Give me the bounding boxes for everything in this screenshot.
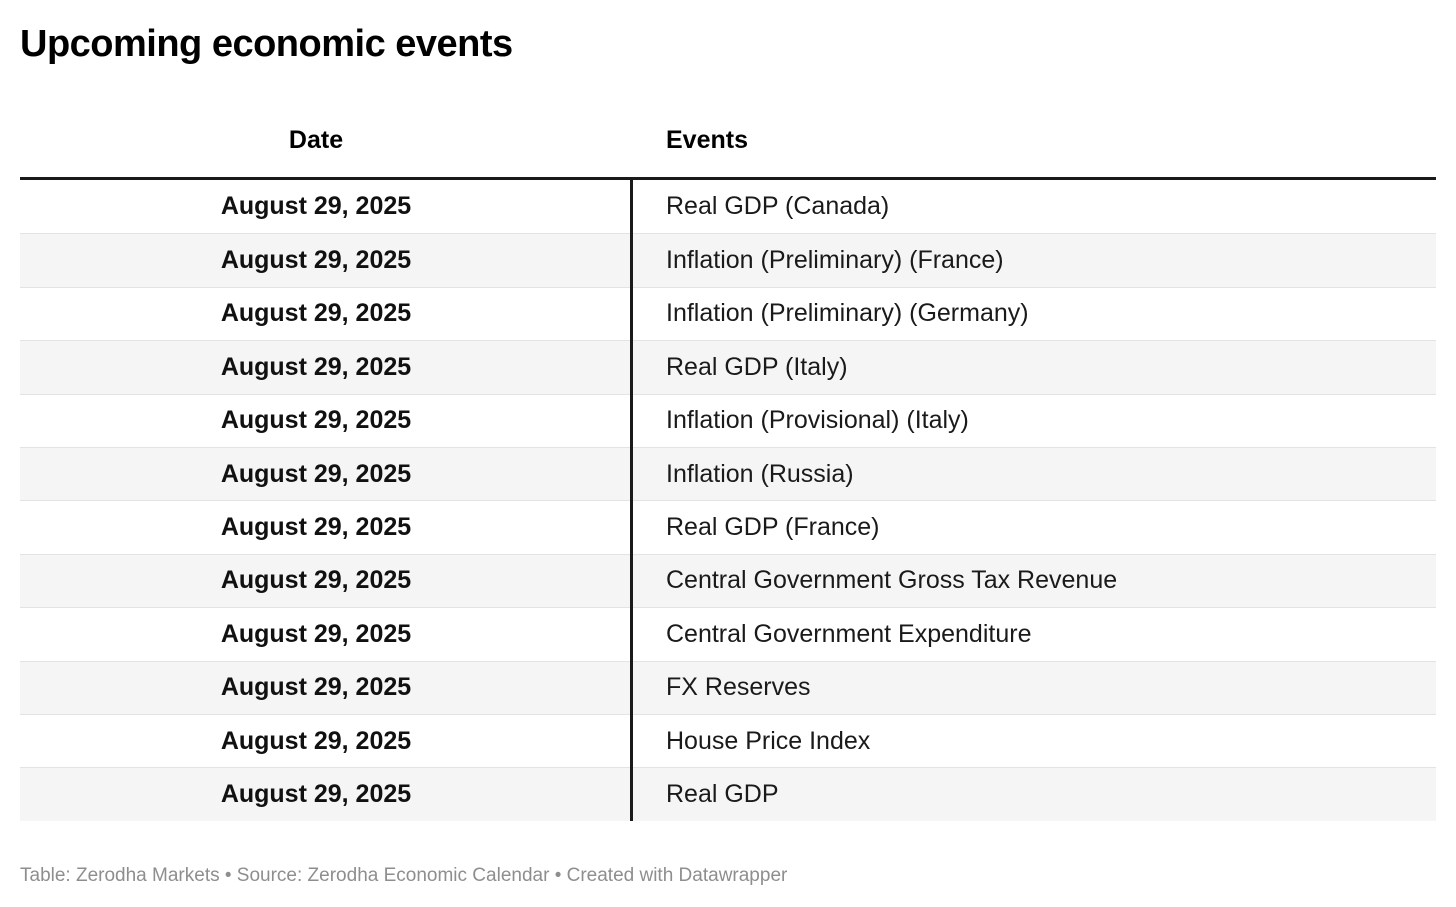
event-cell: Real GDP (France) [666,513,880,542]
table-row: August 29, 2025 Central Government Expen… [20,607,1436,661]
attribution-footer: Table: Zerodha Markets • Source: Zerodha… [20,864,788,886]
table-row: August 29, 2025 Real GDP (Italy) [20,340,1436,394]
date-cell: August 29, 2025 [220,406,412,435]
date-cell: August 29, 2025 [220,566,412,595]
table-row: August 29, 2025 House Price Index [20,713,1436,768]
event-cell: Inflation (Preliminary) (France) [666,246,1004,275]
date-cell: August 29, 2025 [220,352,412,381]
date-cell: August 29, 2025 [220,192,412,221]
date-cell: August 29, 2025 [220,459,412,488]
date-cell: August 29, 2025 [220,299,412,328]
event-cell: Real GDP (Italy) [666,352,848,381]
column-header-date: Date [288,126,344,154]
table-header-row: Date Events [20,66,1436,177]
date-cell: August 29, 2025 [220,673,412,702]
date-cell: August 29, 2025 [220,619,412,648]
table-row: August 29, 2025 Inflation (Preliminary) … [20,286,1436,341]
column-header-events: Events [666,126,748,154]
table-row: August 29, 2025 Real GDP (Canada) [20,180,1436,234]
event-cell: Inflation (Preliminary) (Germany) [666,299,1029,328]
event-cell: House Price Index [666,726,871,755]
event-cell: Inflation (Provisional) (Italy) [666,406,969,435]
table-row: August 29, 2025 Central Government Gross… [20,553,1436,608]
table-row: August 29, 2025 FX Reserves [20,660,1436,714]
event-cell: Central Government Gross Tax Revenue [666,566,1118,595]
date-cell: August 29, 2025 [220,513,412,542]
table-row: August 29, 2025 Real GDP [20,767,1436,821]
event-cell: Central Government Expenditure [666,619,1032,648]
date-cell: August 29, 2025 [220,246,412,275]
event-cell: FX Reserves [666,673,811,702]
date-cell: August 29, 2025 [220,726,412,755]
page-title: Upcoming economic events [20,23,513,65]
event-cell: Inflation (Russia) [666,459,854,488]
table-body: August 29, 2025 Real GDP (Canada) August… [20,177,1436,821]
table-row: August 29, 2025 Inflation (Provisional) … [20,393,1436,447]
column-divider [630,180,633,821]
table-row: August 29, 2025 Inflation (Preliminary) … [20,233,1436,287]
table-row: August 29, 2025 Inflation (Russia) [20,446,1436,501]
event-cell: Real GDP [666,779,779,808]
date-cell: August 29, 2025 [220,779,412,808]
table-row: August 29, 2025 Real GDP (France) [20,500,1436,554]
event-cell: Real GDP (Canada) [666,192,890,221]
